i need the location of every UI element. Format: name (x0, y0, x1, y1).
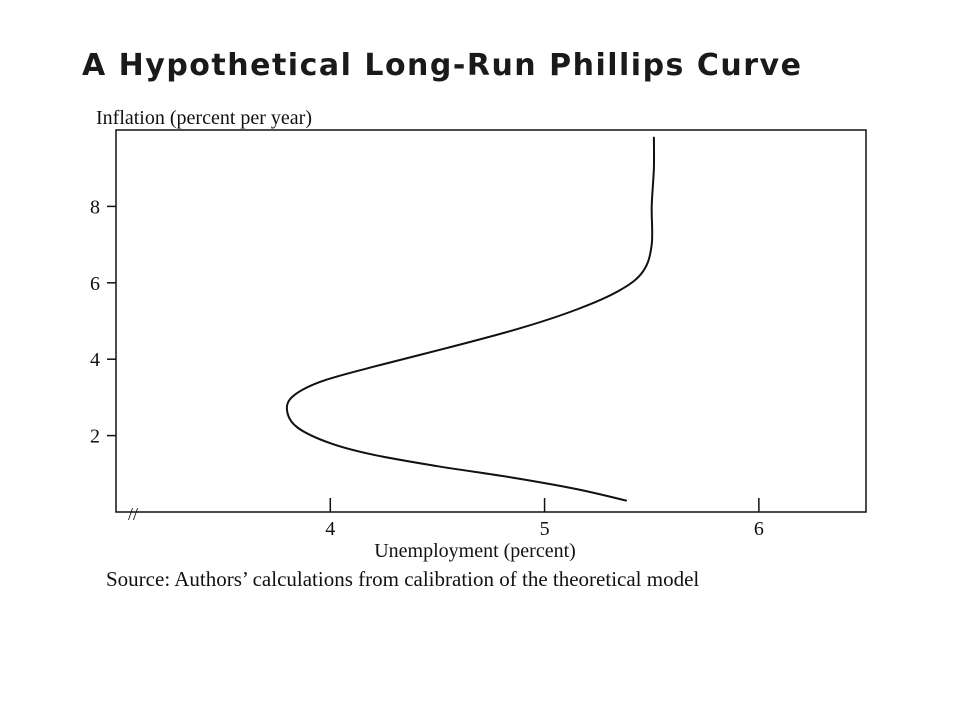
x-tick-label: 6 (754, 518, 764, 540)
axis-break: // (128, 504, 138, 524)
plot-frame (115, 129, 867, 513)
x-tick-label: 4 (325, 518, 335, 540)
page-title: A Hypothetical Long-Run Phillips Curve (82, 48, 803, 83)
y-tick-label: 8 (90, 196, 100, 218)
source-caption: Source: Authors’ calculations from calib… (106, 567, 700, 591)
x-tick-label: 5 (540, 518, 550, 540)
phillips-curve-line (285, 136, 656, 502)
x-axis-label: Unemployment (percent) (374, 540, 576, 562)
y-axis-label: Inflation (percent per year) (96, 107, 312, 129)
y-tick-label: 4 (90, 349, 100, 371)
y-tick-label: 2 (90, 426, 100, 448)
y-tick-label: 6 (90, 273, 100, 295)
